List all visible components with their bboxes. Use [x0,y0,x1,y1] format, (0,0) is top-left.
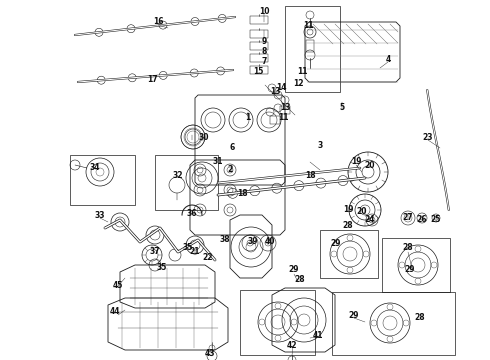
Text: 11: 11 [303,21,313,30]
Text: 43: 43 [205,348,215,357]
Text: 35: 35 [183,243,193,252]
Text: 19: 19 [343,206,353,215]
Bar [240,290,315,355]
Text: 13: 13 [270,87,280,96]
Text: 30: 30 [199,134,209,143]
Bar [250,42,268,50]
Text: 32: 32 [173,171,183,180]
Text: 20: 20 [357,207,367,216]
Text: 33: 33 [95,211,105,220]
Text: 24: 24 [365,216,375,225]
Text: 45: 45 [113,280,123,289]
Bar [250,54,268,62]
Text: 38: 38 [220,235,230,244]
Text: 44: 44 [110,307,120,316]
Bar [382,238,450,292]
Bar [306,40,314,52]
Text: 28: 28 [343,220,353,230]
Text: 34: 34 [90,163,100,172]
Bar [155,155,218,210]
Text: 11: 11 [297,68,307,77]
Text: 6: 6 [229,144,235,153]
Text: 36: 36 [187,208,197,217]
Text: 27: 27 [403,212,413,221]
Text: 37: 37 [149,248,160,256]
Text: 29: 29 [331,239,341,248]
Bar [250,30,268,38]
Text: 11: 11 [278,113,288,122]
Text: 7: 7 [261,58,267,67]
Text: 28: 28 [415,314,425,323]
Text: 12: 12 [293,80,303,89]
Text: 35: 35 [157,264,167,273]
Text: 22: 22 [203,253,213,262]
Text: 14: 14 [276,84,286,93]
Bar [320,230,378,278]
Text: 39: 39 [248,238,258,247]
Text: 18: 18 [237,189,247,198]
Text: 40: 40 [265,238,275,247]
Text: 31: 31 [213,158,223,166]
Text: 25: 25 [431,216,441,225]
Text: 2: 2 [227,166,233,175]
Bar [70,155,135,205]
Text: 10: 10 [259,8,269,17]
Bar [332,292,455,355]
Text: 5: 5 [340,103,344,112]
Text: 13: 13 [280,104,290,112]
Text: 18: 18 [305,171,315,180]
Text: 19: 19 [351,158,361,166]
Text: 3: 3 [318,140,322,149]
Bar [270,116,280,124]
Text: 20: 20 [365,161,375,170]
Text: 41: 41 [313,330,323,339]
Text: 28: 28 [294,275,305,284]
Text: 9: 9 [261,37,267,46]
Text: 29: 29 [405,266,415,274]
Text: 16: 16 [153,18,163,27]
Text: 8: 8 [261,48,267,57]
Bar [250,66,268,74]
Text: 26: 26 [417,216,427,225]
Text: 17: 17 [147,76,157,85]
Text: 29: 29 [349,311,359,320]
Bar [250,16,268,24]
Text: 15: 15 [253,68,263,77]
Text: 4: 4 [385,55,391,64]
Text: 21: 21 [190,248,200,256]
Bar [280,106,290,114]
Text: 28: 28 [403,243,413,252]
Text: 23: 23 [423,134,433,143]
Bar [285,6,340,92]
Text: 29: 29 [289,266,299,274]
Text: 42: 42 [287,341,297,350]
Text: 1: 1 [245,113,250,122]
